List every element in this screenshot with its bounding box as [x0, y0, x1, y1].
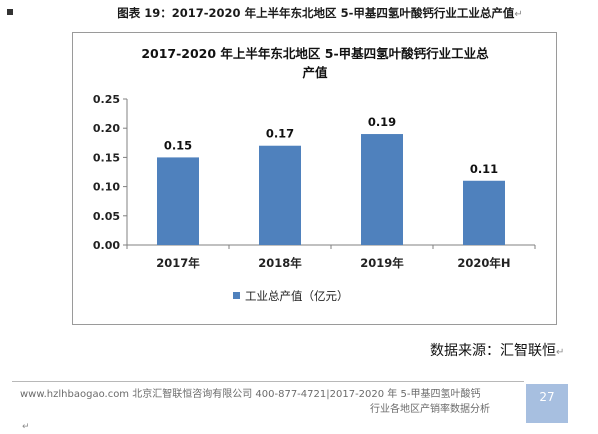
x-tick-label: 2017年	[156, 256, 200, 270]
page-footer: www.hzlhbaogao.com 北京汇智联恒咨询有限公司 400-877-…	[20, 387, 520, 417]
bar-chart: 2017-2020 年上半年东北地区 5-甲基四氢叶酸钙行业工业总 产值 0.0…	[93, 46, 536, 303]
data-label: 0.19	[368, 115, 396, 129]
paragraph-mark-icon: ↵	[556, 347, 565, 358]
bar	[361, 134, 403, 245]
x-tick-label: 2020年H	[457, 256, 510, 270]
y-tick-label: 0.10	[93, 181, 120, 194]
data-label: 0.11	[470, 162, 498, 176]
y-tick-label: 0.20	[93, 122, 120, 135]
data-source: 数据来源：汇智联恒↵	[430, 340, 564, 360]
data-label: 0.15	[164, 138, 192, 152]
figure-caption: 图表 19：2017-2020 年上半年东北地区 5-甲基四氢叶酸钙行业工业总产…	[70, 5, 570, 21]
data-label: 0.17	[266, 127, 294, 141]
bullet-square-icon	[7, 9, 13, 15]
chart-title-line1: 2017-2020 年上半年东北地区 5-甲基四氢叶酸钙行业工业总	[141, 46, 489, 61]
footer-divider	[12, 381, 524, 382]
source-text: 数据来源：汇智联恒	[430, 343, 556, 359]
footer-line-1: www.hzlhbaogao.com 北京汇智联恒咨询有限公司 400-877-…	[20, 389, 481, 400]
legend-swatch	[233, 292, 240, 299]
chart-container: 2017-2020 年上半年东北地区 5-甲基四氢叶酸钙行业工业总 产值 0.0…	[72, 32, 557, 325]
chart-title-line2: 产值	[302, 65, 328, 80]
y-tick-label: 0.25	[93, 93, 120, 106]
caption-text: 图表 19：2017-2020 年上半年东北地区 5-甲基四氢叶酸钙行业工业总产…	[117, 6, 515, 20]
page-number-badge: 27	[526, 384, 568, 423]
paragraph-mark-icon: ↵	[22, 422, 30, 432]
bar	[259, 145, 301, 245]
chart-legend: 工业总产值（亿元）	[233, 289, 349, 303]
paragraph-mark-icon: ↵	[514, 9, 523, 20]
y-tick-label: 0.05	[93, 210, 120, 223]
bar	[157, 157, 199, 245]
x-tick-label: 2018年	[258, 256, 302, 270]
y-tick-label: 0.00	[93, 239, 120, 252]
bar	[463, 180, 505, 245]
y-tick-label: 0.15	[93, 151, 120, 164]
footer-line-2: 行业各地区产销率数据分析	[370, 404, 490, 415]
legend-label: 工业总产值（亿元）	[245, 289, 349, 303]
x-tick-label: 2019年	[360, 256, 404, 270]
